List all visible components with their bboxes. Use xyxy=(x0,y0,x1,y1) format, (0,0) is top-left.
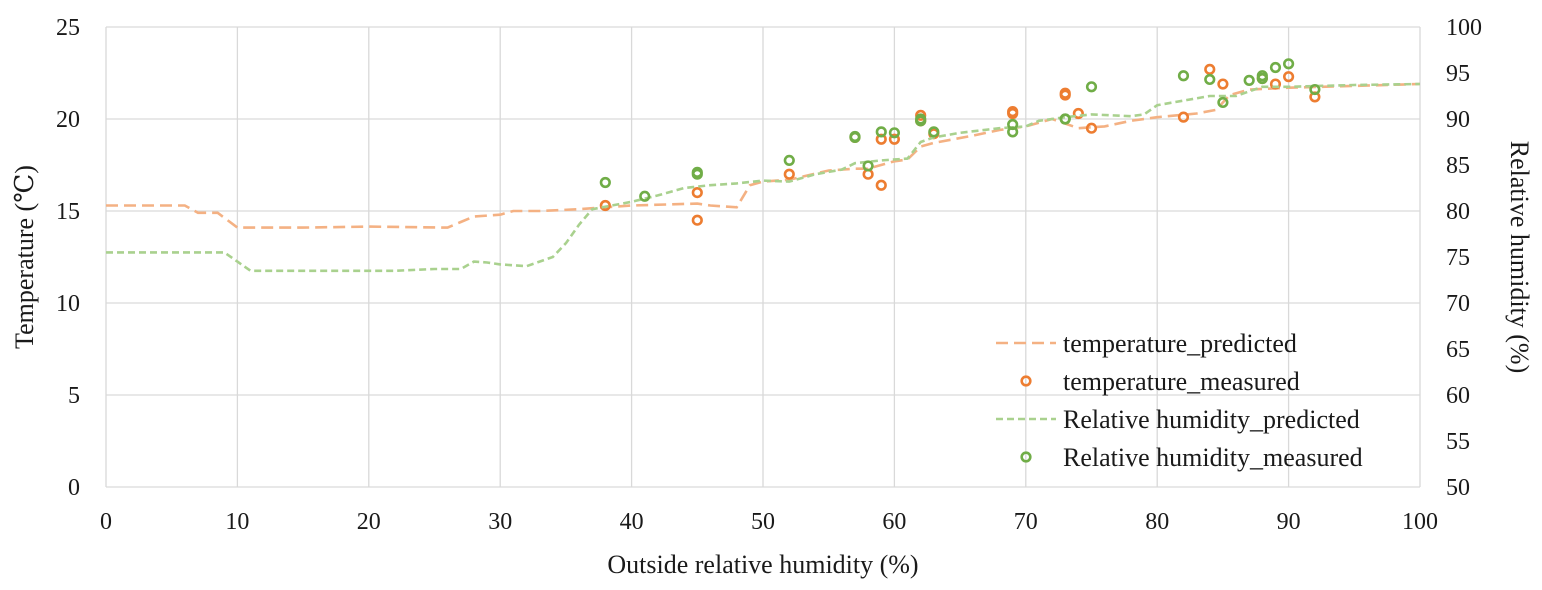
x-axis-title: Outside relative humidity (%) xyxy=(607,550,918,579)
data-point-relative-humidity-measured xyxy=(862,160,874,172)
x-tick-label: 80 xyxy=(1145,509,1169,535)
data-point-relative-humidity-measured xyxy=(1269,61,1282,74)
data-point-relative-humidity-measured xyxy=(1243,74,1255,86)
y-axis-title: Temperature (℃) xyxy=(10,165,39,349)
y2-tick-label: 80 xyxy=(1446,199,1470,225)
x-tick-label: 0 xyxy=(100,509,112,535)
y2-tick-label: 95 xyxy=(1446,61,1470,87)
data-point-temperature-measured xyxy=(875,179,887,191)
axes: 0 10 20 30 40 50 60 70 80 90 100 0 5 10 15 20 25 50 55 60 65… xyxy=(56,15,1482,535)
y-tick-label: 5 xyxy=(68,383,80,409)
y-tick-label: 25 xyxy=(56,15,80,41)
data-point-relative-humidity-measured xyxy=(1059,113,1071,125)
data-point-temperature-measured xyxy=(1059,87,1071,99)
data-point-temperature-measured xyxy=(1204,63,1216,75)
x-tick-label: 30 xyxy=(488,509,512,535)
grid xyxy=(105,26,1421,488)
y2-tick-label: 90 xyxy=(1446,107,1470,133)
x-tick-label: 20 xyxy=(357,509,381,535)
data-point-temperature-measured xyxy=(1282,71,1295,83)
data-point-relative-humidity-measured xyxy=(1007,126,1019,138)
data-point-relative-humidity-measured xyxy=(928,126,940,138)
y-tick-label: 0 xyxy=(68,475,80,501)
data-point-temperature-measured xyxy=(915,109,927,121)
data-point-relative-humidity-measured xyxy=(599,176,611,189)
data-point-temperature-measured xyxy=(691,187,703,199)
x-tick-label: 50 xyxy=(751,509,775,535)
data-point-relative-humidity-measured xyxy=(849,130,861,143)
y-tick-label: 20 xyxy=(56,107,80,133)
y2-axis-title: Relative humidity (%) xyxy=(1505,141,1534,374)
data-point-relative-humidity-measured xyxy=(875,126,887,138)
data-point-temperature-measured xyxy=(1269,78,1282,90)
y-tick-label: 15 xyxy=(56,199,80,225)
x-tick-label: 90 xyxy=(1277,509,1301,535)
data-point-temperature-measured xyxy=(1177,111,1190,123)
data-point-relative-humidity-measured xyxy=(1204,73,1216,86)
data-point-temperature-measured xyxy=(691,214,703,226)
data-point-relative-humidity-measured xyxy=(691,168,703,180)
legend-swatch-temperature-measured xyxy=(1020,375,1032,387)
data-point-temperature-measured xyxy=(888,133,901,145)
legend-label-relative-humidity-predicted: Relative humidity_predicted xyxy=(1063,405,1360,434)
y-tick-label: 10 xyxy=(56,291,80,317)
x-tick-label: 10 xyxy=(225,509,249,535)
y2-tick-label: 85 xyxy=(1446,153,1470,179)
data-point-relative-humidity-measured xyxy=(915,115,927,127)
series-line-relative-humidity-predicted xyxy=(106,82,1421,273)
y2-tick-label: 100 xyxy=(1446,15,1482,41)
data-point-temperature-measured xyxy=(1085,122,1098,134)
x-tick-label: 70 xyxy=(1014,509,1038,535)
data-point-relative-humidity-measured xyxy=(888,127,901,139)
x-tick-label: 100 xyxy=(1402,509,1438,535)
y2-tick-label: 70 xyxy=(1446,291,1470,317)
x-tick-label: 60 xyxy=(882,509,906,535)
y2-tick-label: 65 xyxy=(1446,337,1470,363)
y2-tick-label: 75 xyxy=(1446,245,1470,271)
data-point-relative-humidity-measured xyxy=(1217,96,1229,109)
data-point-temperature-measured xyxy=(1007,107,1019,120)
y2-tick-label: 50 xyxy=(1446,475,1470,501)
data-point-temperature-measured xyxy=(783,168,795,180)
legend-label-temperature-predicted: temperature_predicted xyxy=(1063,329,1297,358)
legend-label-relative-humidity-measured: Relative humidity_measured xyxy=(1063,443,1363,472)
data-point-relative-humidity-measured xyxy=(1309,83,1321,96)
data-point-temperature-measured xyxy=(599,199,611,212)
data-point-relative-humidity-measured xyxy=(1256,70,1268,82)
data-point-relative-humidity-measured xyxy=(1282,58,1295,70)
legend-swatch-relative-humidity-measured xyxy=(1020,451,1032,463)
x-tick-label: 40 xyxy=(620,509,644,535)
y2-tick-label: 55 xyxy=(1446,429,1470,455)
data-point-relative-humidity-measured xyxy=(783,154,795,166)
y2-tick-label: 60 xyxy=(1446,383,1470,409)
data-point-temperature-measured xyxy=(1072,107,1084,120)
data-point-relative-humidity-measured xyxy=(1177,70,1190,82)
plot-area xyxy=(106,58,1421,273)
data-point-temperature-measured xyxy=(1217,78,1229,90)
data-point-relative-humidity-measured xyxy=(1085,81,1098,93)
legend-label-temperature-measured: temperature_measured xyxy=(1063,367,1300,396)
legend: temperature_predicted temperature_measure… xyxy=(996,329,1363,472)
data-point-relative-humidity-measured xyxy=(639,190,651,202)
